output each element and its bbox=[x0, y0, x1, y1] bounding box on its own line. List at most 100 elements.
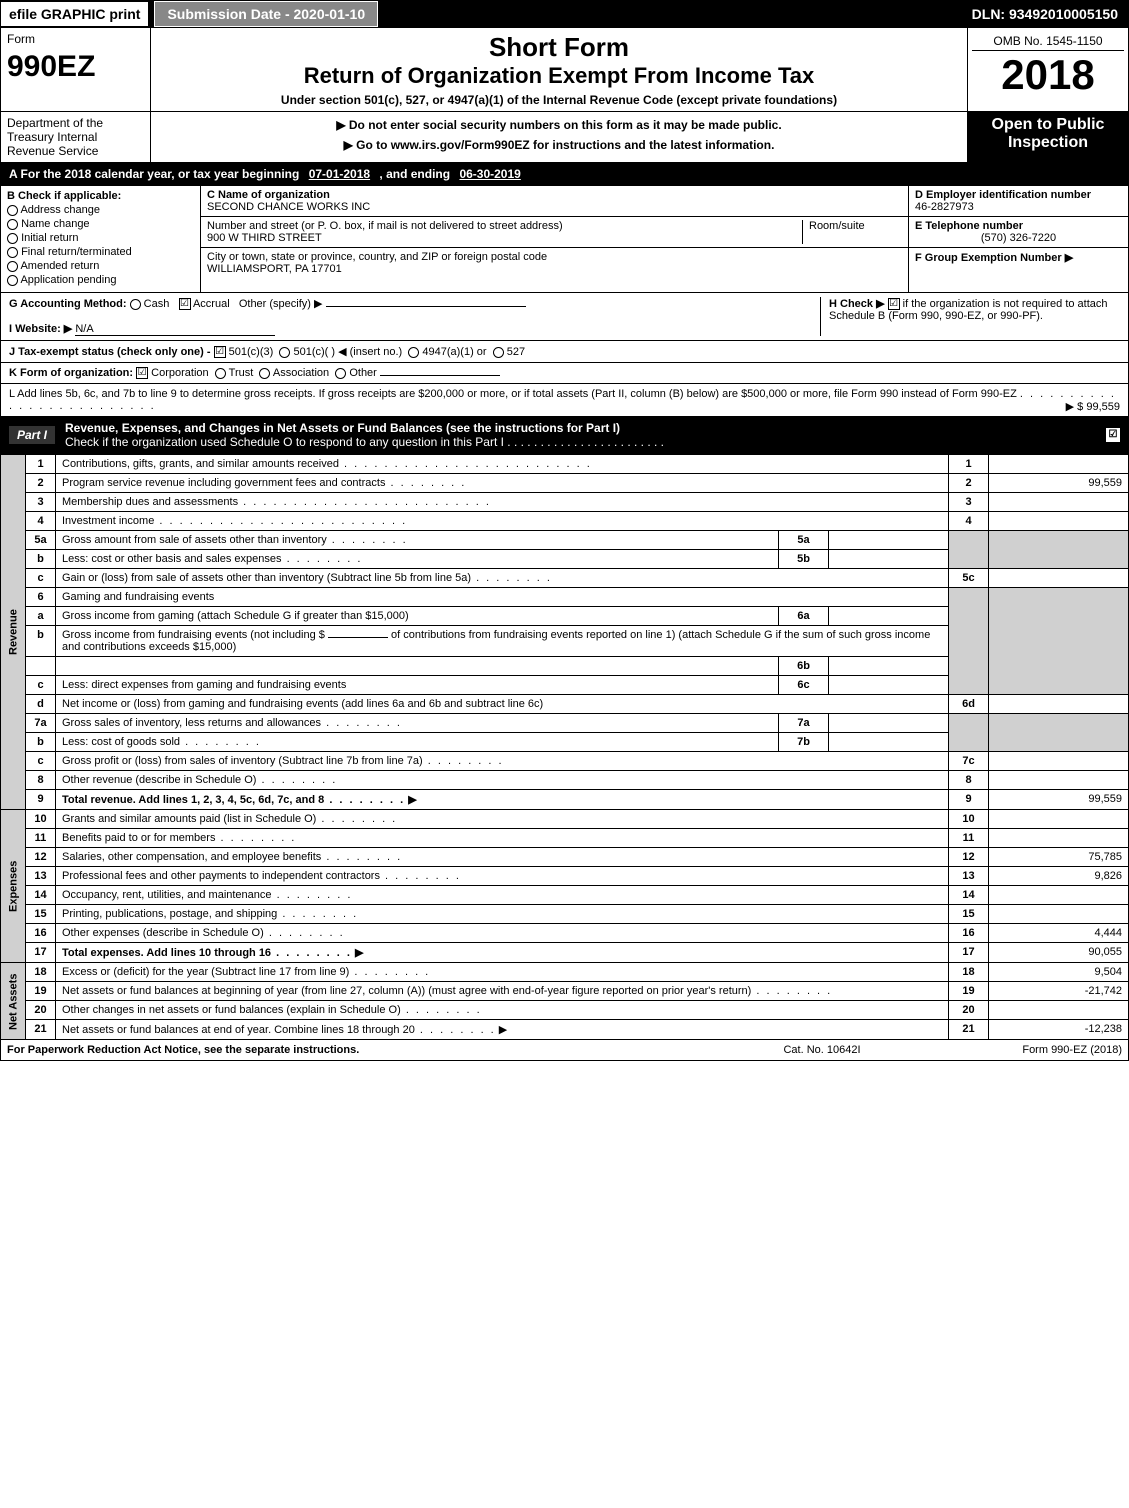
h-check[interactable]: ☑ bbox=[888, 298, 900, 310]
ln-5a: 5a bbox=[26, 531, 56, 550]
ln-8: 8 bbox=[26, 771, 56, 790]
d-4: Investment income bbox=[62, 515, 154, 527]
shade-5v bbox=[989, 531, 1129, 569]
ln-6d: d bbox=[26, 695, 56, 714]
val-11 bbox=[989, 829, 1129, 848]
val-2: 99,559 bbox=[989, 474, 1129, 493]
ln-2: 2 bbox=[26, 474, 56, 493]
val-15 bbox=[989, 905, 1129, 924]
box-5c: 5c bbox=[949, 569, 989, 588]
d-11: Benefits paid to or for members bbox=[62, 832, 215, 844]
expenses-side-label: Expenses bbox=[1, 810, 26, 963]
org-name: SECOND CHANCE WORKS INC bbox=[207, 201, 370, 213]
j-o3: 4947(a)(1) or bbox=[422, 346, 486, 358]
dots-icon bbox=[215, 832, 296, 844]
k-label: K Form of organization: bbox=[9, 367, 133, 379]
part1-table: Revenue 1 Contributions, gifts, grants, … bbox=[0, 454, 1129, 1040]
website: N/A bbox=[75, 323, 275, 336]
dots-icon bbox=[321, 717, 402, 729]
val-14 bbox=[989, 886, 1129, 905]
d-19: Net assets or fund balances at beginning… bbox=[62, 985, 751, 997]
val-3 bbox=[989, 493, 1129, 512]
d-15: Printing, publications, postage, and shi… bbox=[62, 908, 277, 920]
ln-20: 20 bbox=[26, 1001, 56, 1020]
sub-6c: 6c bbox=[779, 676, 829, 695]
h-label: H Check ▶ bbox=[829, 298, 885, 310]
ln-4: 4 bbox=[26, 512, 56, 531]
j-501c-radio[interactable] bbox=[279, 347, 290, 358]
j-501c3[interactable]: ☑ bbox=[214, 346, 226, 358]
box-17: 17 bbox=[949, 943, 989, 963]
g-other: Other (specify) ▶ bbox=[239, 298, 323, 310]
k-o1: Trust bbox=[229, 367, 254, 379]
k-other[interactable] bbox=[335, 368, 346, 379]
g-other-input[interactable] bbox=[326, 306, 526, 307]
right-boxes: D Employer identification number 46-2827… bbox=[908, 186, 1128, 292]
efile-print[interactable]: efile GRAPHIC print bbox=[1, 2, 148, 26]
d-6: Gaming and fundraising events bbox=[56, 588, 949, 607]
ln-13: 13 bbox=[26, 867, 56, 886]
d-17: Total expenses. Add lines 10 through 16 bbox=[62, 947, 271, 959]
d-16: Other expenses (describe in Schedule O) bbox=[62, 927, 264, 939]
d-21: Net assets or fund balances at end of ye… bbox=[62, 1024, 415, 1036]
sub-7b: 7b bbox=[779, 733, 829, 752]
dots-icon bbox=[380, 870, 461, 882]
val-18: 9,504 bbox=[989, 963, 1129, 982]
d-6b: Gross income from fundraising events (no… bbox=[62, 629, 325, 641]
pending-radio[interactable] bbox=[7, 275, 18, 286]
dots-icon bbox=[324, 794, 405, 806]
netassets-side-label: Net Assets bbox=[1, 963, 26, 1040]
amended-radio[interactable] bbox=[7, 261, 18, 272]
k-trust[interactable] bbox=[215, 368, 226, 379]
final-return-radio[interactable] bbox=[7, 247, 18, 258]
d-18: Excess or (deficit) for the year (Subtra… bbox=[62, 966, 349, 978]
accrual-check[interactable]: ☑ bbox=[179, 298, 191, 310]
val-19: -21,742 bbox=[989, 982, 1129, 1001]
subval-6b bbox=[829, 657, 949, 676]
cash-radio[interactable] bbox=[130, 299, 141, 310]
notice-link[interactable]: ▶ Go to www.irs.gov/Form990EZ for instru… bbox=[344, 138, 775, 152]
part1-header: Part I Revenue, Expenses, and Changes in… bbox=[0, 417, 1129, 454]
ln-1: 1 bbox=[26, 455, 56, 474]
j-4947-radio[interactable] bbox=[408, 347, 419, 358]
k-assoc[interactable] bbox=[259, 368, 270, 379]
part1-checkbox[interactable]: ☑ bbox=[1106, 428, 1120, 442]
dots-icon bbox=[751, 985, 832, 997]
k-o0: Corporation bbox=[151, 367, 208, 379]
shade-6v bbox=[989, 588, 1129, 695]
d-5a: Gross amount from sale of assets other t… bbox=[62, 534, 327, 546]
val-9: 99,559 bbox=[989, 790, 1129, 810]
dots-icon bbox=[256, 774, 337, 786]
period-end: 06-30-2019 bbox=[459, 167, 520, 181]
footer-left: For Paperwork Reduction Act Notice, see … bbox=[7, 1044, 722, 1056]
header-row2: Department of the Treasury Internal Reve… bbox=[0, 112, 1129, 163]
subval-7b bbox=[829, 733, 949, 752]
initial-return-radio[interactable] bbox=[7, 233, 18, 244]
box-13: 13 bbox=[949, 867, 989, 886]
val-5c bbox=[989, 569, 1129, 588]
dots-icon bbox=[277, 908, 358, 920]
line-k: K Form of organization: ☑ Corporation Tr… bbox=[0, 363, 1129, 384]
d-5c: Gain or (loss) from sale of assets other… bbox=[62, 572, 471, 584]
d-6d: Net income or (loss) from gaming and fun… bbox=[62, 698, 543, 710]
box-b: B Check if applicable: Address change Na… bbox=[1, 186, 201, 292]
j-label: J Tax-exempt status (check only one) - bbox=[9, 346, 211, 358]
short-form-title: Short Form bbox=[157, 32, 961, 63]
input-6b[interactable] bbox=[328, 637, 388, 638]
ein-label: D Employer identification number bbox=[915, 189, 1091, 201]
val-6d bbox=[989, 695, 1129, 714]
line-l: L Add lines 5b, 6c, and 7b to line 9 to … bbox=[0, 384, 1129, 417]
j-527-radio[interactable] bbox=[493, 347, 504, 358]
k-o2: Association bbox=[273, 367, 329, 379]
ln-9: 9 bbox=[26, 790, 56, 810]
box-6d: 6d bbox=[949, 695, 989, 714]
k-other-input[interactable] bbox=[380, 375, 500, 376]
opt-initial: Initial return bbox=[21, 232, 78, 244]
line-g-h: G Accounting Method: Cash ☑ Accrual Othe… bbox=[0, 293, 1129, 341]
k-corp[interactable]: ☑ bbox=[136, 367, 148, 379]
name-change-radio[interactable] bbox=[7, 219, 18, 230]
group-label: F Group Exemption Number ▶ bbox=[915, 252, 1073, 264]
opt-addr-change: Address change bbox=[20, 204, 100, 216]
submission-date: Submission Date - 2020-01-10 bbox=[154, 1, 378, 27]
addr-change-radio[interactable] bbox=[7, 205, 18, 216]
